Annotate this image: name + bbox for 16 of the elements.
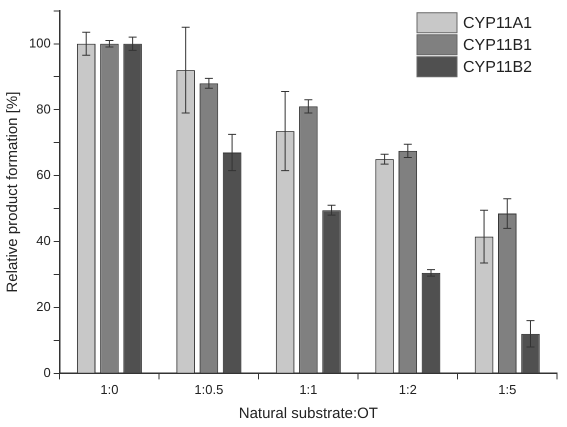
x-tick-label: 1:5 xyxy=(498,382,516,397)
x-tick-label: 1:0.5 xyxy=(194,382,224,397)
y-tick-label: 40 xyxy=(36,233,51,248)
y-tick-label: 60 xyxy=(36,167,51,182)
y-tick-label: 80 xyxy=(36,101,51,116)
legend-label: CYP11B2 xyxy=(463,59,532,76)
y-tick-label: 20 xyxy=(36,299,51,314)
y-tick-label: 100 xyxy=(28,35,51,50)
y-axis-title: Relative product formation [%] xyxy=(4,92,22,293)
y-tick-label: 0 xyxy=(43,364,51,380)
x-tick-label: 1:2 xyxy=(398,382,417,397)
x-axis-title: Natural substrate:OT xyxy=(238,405,378,422)
x-tick-label: 1:0 xyxy=(100,382,118,397)
x-tick-label: 1:1 xyxy=(299,382,318,397)
legend-label: CYP11B1 xyxy=(463,37,532,54)
legend-label: CYP11A1 xyxy=(463,15,532,32)
